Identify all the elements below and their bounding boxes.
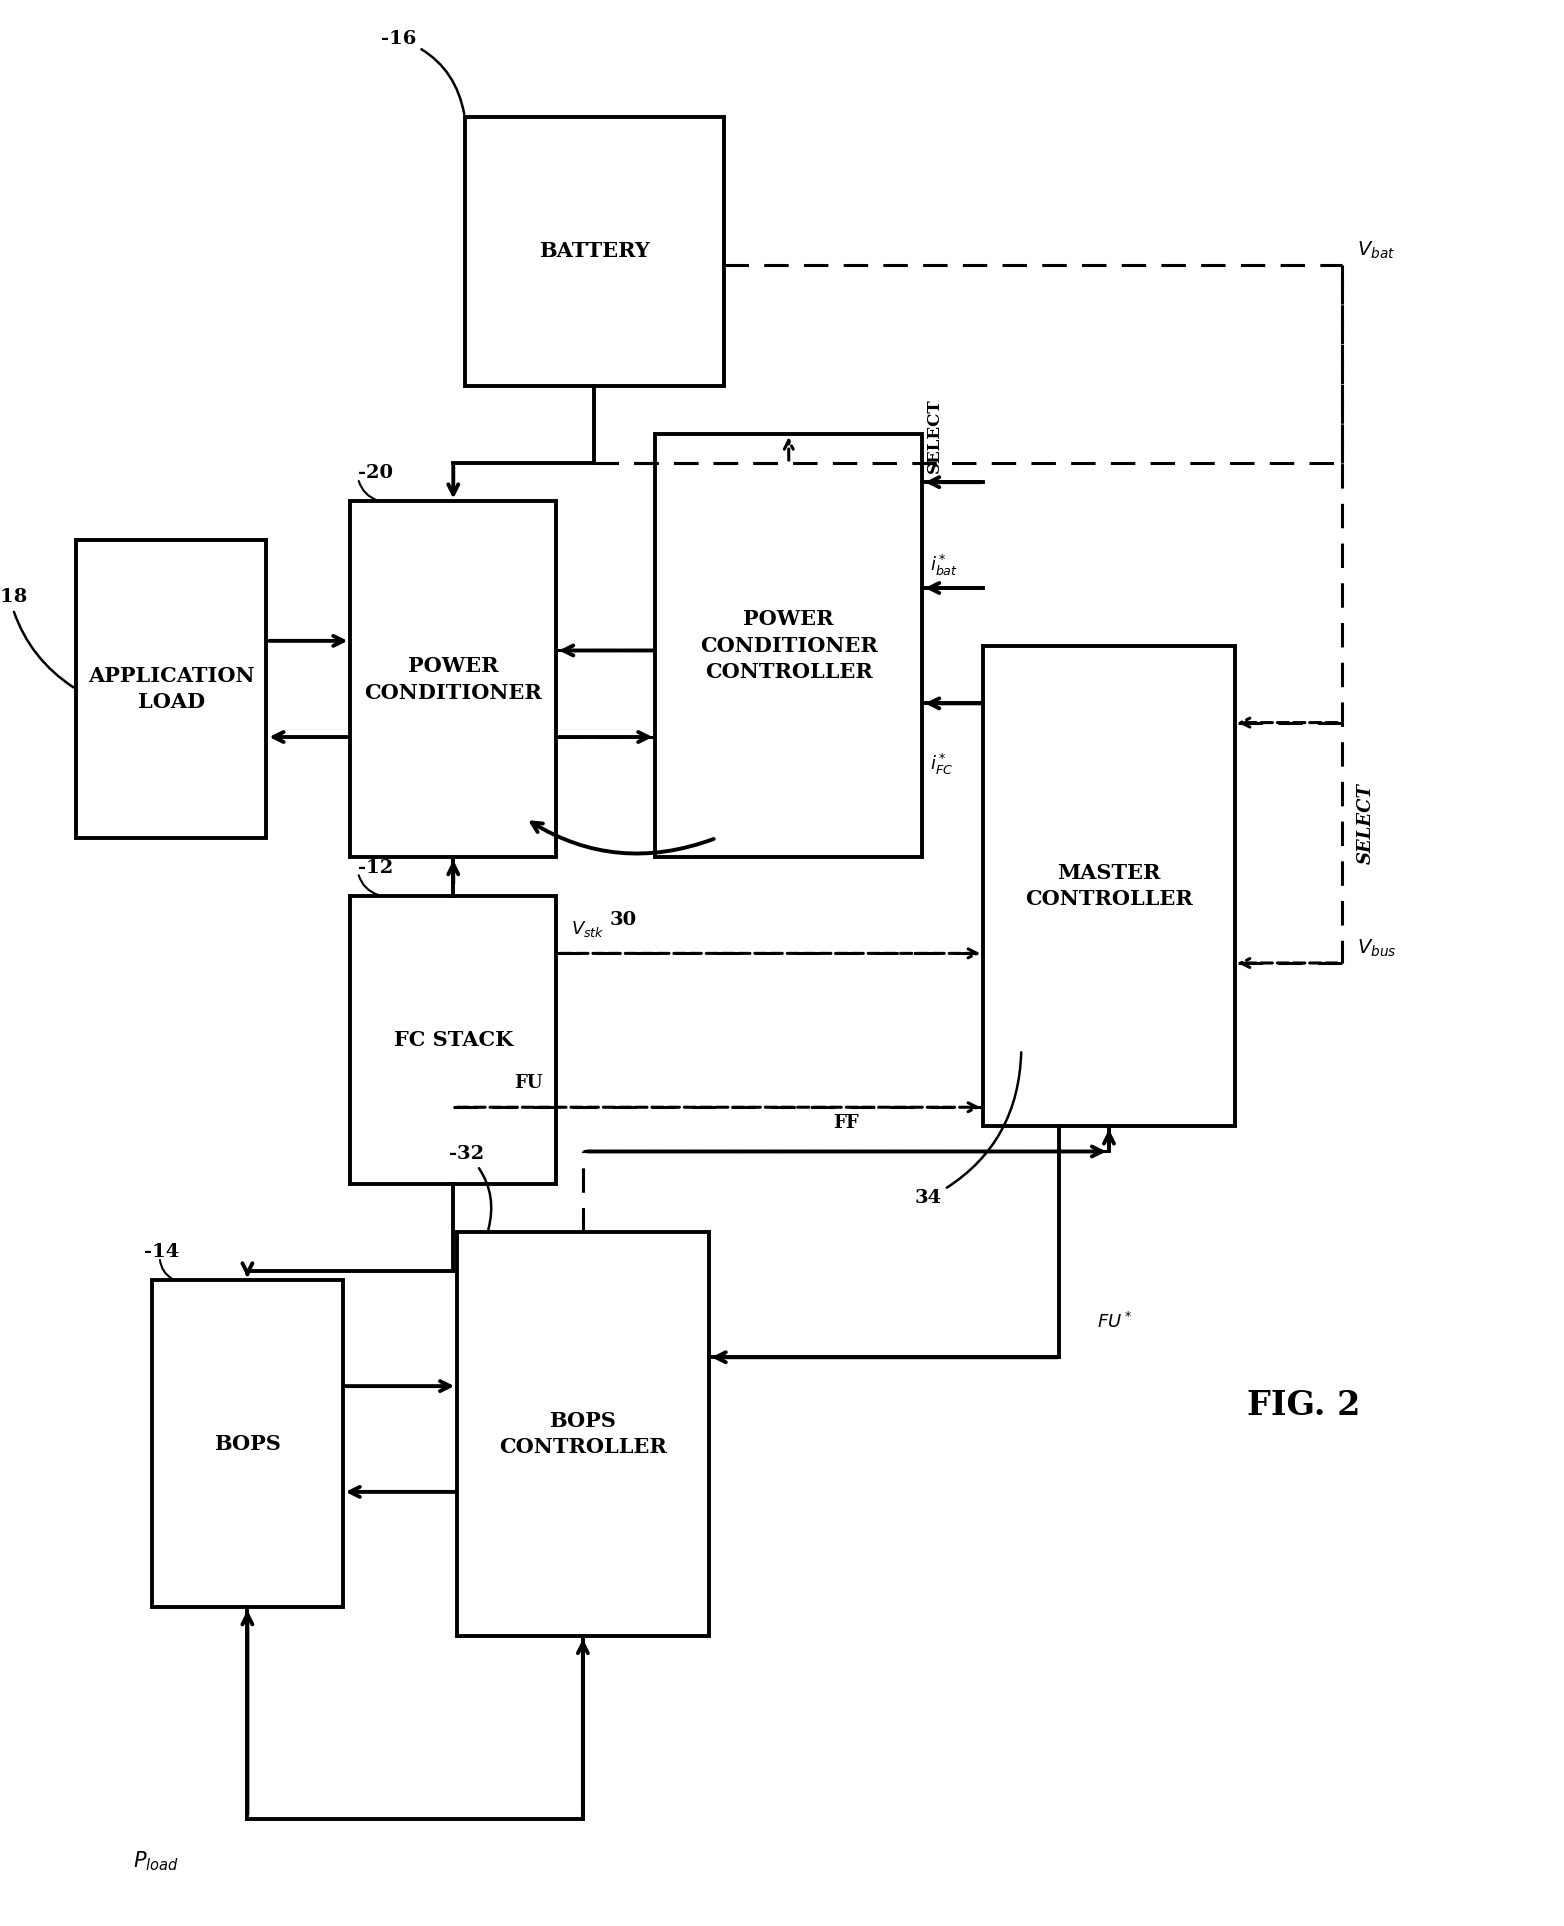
Text: 30: 30 [610,911,637,928]
Text: -12: -12 [358,859,393,876]
Text: FC STACK: FC STACK [394,1030,513,1050]
Text: POWER
CONDITIONER
CONTROLLER: POWER CONDITIONER CONTROLLER [699,609,877,682]
Bar [152,1281,343,1608]
Bar [350,501,557,857]
Bar [655,433,923,857]
Bar [465,117,724,385]
Text: BOPS: BOPS [214,1433,282,1454]
Text: -18: -18 [0,589,74,688]
Text: -16: -16 [382,29,465,114]
Bar [984,645,1234,1127]
Bar [457,1233,708,1635]
Text: MASTER
CONTROLLER: MASTER CONTROLLER [1024,863,1193,909]
Text: $V_{bus}$: $V_{bus}$ [1356,938,1397,959]
Text: POWER
CONDITIONER: POWER CONDITIONER [364,657,543,703]
Bar [350,896,557,1184]
Text: $i^*_{FC}$: $i^*_{FC}$ [929,751,952,776]
Text: BOPS
CONTROLLER: BOPS CONTROLLER [499,1412,666,1458]
Text: -32: -32 [449,1146,491,1229]
Text: -20: -20 [358,464,393,482]
Text: FU: FU [515,1075,543,1092]
Text: FIG. 2: FIG. 2 [1247,1389,1361,1421]
Text: $V_{stk}$: $V_{stk}$ [571,919,605,940]
Text: $i^*_{bat}$: $i^*_{bat}$ [929,553,957,578]
Text: 34: 34 [915,1052,1021,1208]
Bar [77,539,266,838]
Text: SELECT: SELECT [926,399,943,472]
Text: $P_{load}$: $P_{load}$ [133,1849,178,1872]
Text: FF: FF [834,1115,859,1132]
Text: $V_{bat}$: $V_{bat}$ [1356,239,1395,260]
Text: -14: -14 [144,1244,180,1262]
Text: SELECT: SELECT [1356,784,1375,865]
Text: BATTERY: BATTERY [540,241,649,262]
Text: APPLICATION
LOAD: APPLICATION LOAD [88,666,255,713]
Text: $FU^*$: $FU^*$ [1096,1312,1132,1333]
